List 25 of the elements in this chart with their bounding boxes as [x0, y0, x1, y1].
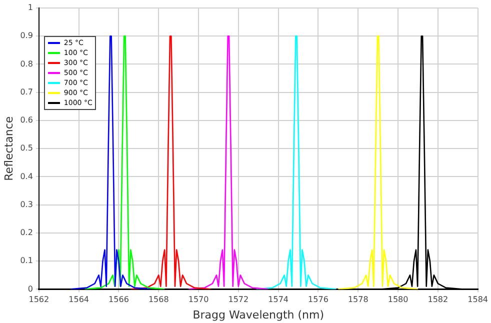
x-tick-label: 1572	[228, 295, 249, 304]
x-tick-label: 1564	[68, 295, 89, 304]
x-tick-label: 1574	[268, 295, 288, 304]
x-tick-label: 1584	[468, 295, 488, 304]
y-tick-label: 0.2	[20, 228, 33, 238]
y-tick-label: 1	[28, 3, 33, 12]
y-tick-label: 0.4	[20, 172, 33, 181]
y-tick-label: 0.3	[20, 200, 33, 209]
x-tick-label: 1562	[28, 295, 50, 304]
x-axis-title: Bragg Wavelength (nm)	[192, 308, 324, 322]
x-tick-label: 1570	[188, 295, 209, 304]
y-tick-label: 0.8	[20, 59, 33, 68]
y-tick-label: 0.6	[20, 116, 33, 125]
y-tick-label: 0.1	[20, 256, 33, 266]
x-tick-label: 1576	[308, 295, 328, 304]
x-tick-label: 1566	[108, 295, 129, 304]
x-tick-label: 1580	[388, 295, 408, 304]
y-axis-title: Reflectance	[2, 116, 16, 181]
x-tick-label: 1568	[148, 295, 169, 304]
y-tick-label: 0.7	[20, 87, 33, 96]
y-tick-label: 0	[28, 284, 33, 294]
y-tick-label: 0.9	[20, 31, 33, 40]
y-tick-label: 0.5	[20, 144, 33, 153]
x-tick-label: 1582	[428, 295, 448, 304]
x-tick-label: 1578	[348, 295, 368, 304]
